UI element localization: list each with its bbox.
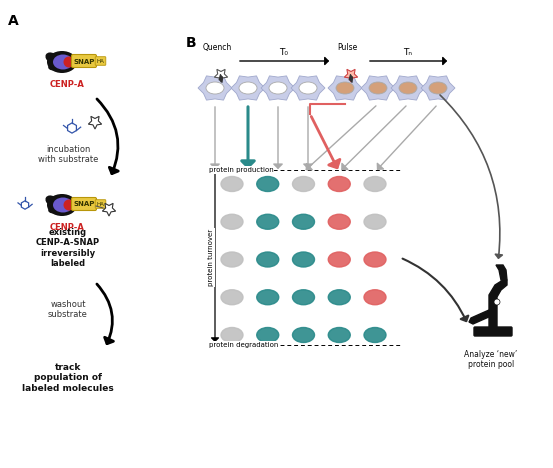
Ellipse shape: [239, 82, 257, 94]
Ellipse shape: [364, 290, 386, 305]
Text: washout
substrate: washout substrate: [48, 300, 88, 319]
Text: CENP-A: CENP-A: [50, 80, 85, 89]
Text: SNAP: SNAP: [74, 58, 95, 65]
Polygon shape: [215, 69, 228, 82]
Polygon shape: [291, 76, 325, 100]
Polygon shape: [88, 117, 102, 129]
Polygon shape: [496, 265, 507, 280]
Ellipse shape: [47, 51, 77, 73]
Ellipse shape: [221, 214, 243, 229]
FancyBboxPatch shape: [71, 54, 97, 67]
Ellipse shape: [221, 328, 243, 343]
Ellipse shape: [206, 82, 224, 94]
FancyBboxPatch shape: [71, 197, 97, 211]
Polygon shape: [231, 76, 265, 100]
Text: Tₙ: Tₙ: [404, 48, 413, 57]
Text: Quench: Quench: [202, 43, 232, 52]
Circle shape: [494, 299, 500, 305]
Polygon shape: [345, 69, 358, 82]
Ellipse shape: [47, 194, 77, 216]
Ellipse shape: [299, 82, 317, 94]
Polygon shape: [469, 310, 491, 324]
Polygon shape: [328, 76, 362, 100]
Ellipse shape: [328, 252, 350, 267]
Ellipse shape: [328, 176, 350, 191]
Ellipse shape: [269, 82, 287, 94]
Ellipse shape: [328, 328, 350, 343]
Ellipse shape: [48, 62, 60, 70]
Ellipse shape: [221, 252, 243, 267]
Polygon shape: [421, 76, 455, 100]
Ellipse shape: [45, 52, 59, 64]
Text: Analyze ‘new’
protein pool: Analyze ‘new’ protein pool: [465, 350, 518, 369]
Ellipse shape: [369, 82, 387, 94]
Ellipse shape: [293, 214, 315, 229]
Text: existing
CENP-A-SNAP
irreversibly
labeled: existing CENP-A-SNAP irreversibly labele…: [36, 228, 100, 268]
Text: HA: HA: [97, 202, 105, 207]
Ellipse shape: [257, 290, 279, 305]
Text: SNAP: SNAP: [74, 202, 95, 207]
Polygon shape: [391, 76, 425, 100]
Ellipse shape: [399, 82, 417, 94]
Ellipse shape: [257, 176, 279, 191]
Ellipse shape: [293, 290, 315, 305]
Ellipse shape: [257, 328, 279, 343]
FancyBboxPatch shape: [95, 200, 106, 208]
FancyBboxPatch shape: [474, 327, 512, 336]
Ellipse shape: [293, 252, 315, 267]
Polygon shape: [361, 76, 395, 100]
Ellipse shape: [328, 290, 350, 305]
Polygon shape: [198, 76, 232, 100]
Ellipse shape: [293, 328, 315, 343]
Text: A: A: [8, 14, 19, 28]
Polygon shape: [102, 203, 116, 216]
Polygon shape: [261, 76, 295, 100]
Ellipse shape: [257, 214, 279, 229]
Ellipse shape: [221, 290, 243, 305]
Ellipse shape: [364, 176, 386, 191]
Ellipse shape: [364, 252, 386, 267]
Ellipse shape: [429, 82, 447, 94]
Text: incubation
with substrate: incubation with substrate: [38, 145, 98, 164]
Text: protein turnover: protein turnover: [208, 229, 214, 286]
Text: protein degradation: protein degradation: [209, 342, 278, 348]
Text: T₀: T₀: [279, 48, 289, 57]
Ellipse shape: [64, 57, 75, 67]
Ellipse shape: [64, 199, 75, 211]
Text: track
population of
labeled molecules: track population of labeled molecules: [22, 363, 114, 393]
Ellipse shape: [364, 328, 386, 343]
Text: B: B: [186, 36, 197, 50]
Ellipse shape: [45, 196, 59, 206]
Ellipse shape: [336, 82, 354, 94]
Ellipse shape: [221, 176, 243, 191]
Ellipse shape: [53, 197, 73, 212]
Ellipse shape: [48, 205, 60, 213]
Text: HA: HA: [97, 59, 105, 64]
Ellipse shape: [257, 252, 279, 267]
Text: Pulse: Pulse: [337, 43, 357, 52]
Polygon shape: [489, 280, 507, 328]
Ellipse shape: [364, 214, 386, 229]
Ellipse shape: [293, 176, 315, 191]
Ellipse shape: [53, 54, 73, 70]
Text: CENP-A: CENP-A: [50, 223, 85, 232]
FancyBboxPatch shape: [95, 57, 106, 66]
Text: protein production: protein production: [209, 167, 274, 173]
Ellipse shape: [328, 214, 350, 229]
